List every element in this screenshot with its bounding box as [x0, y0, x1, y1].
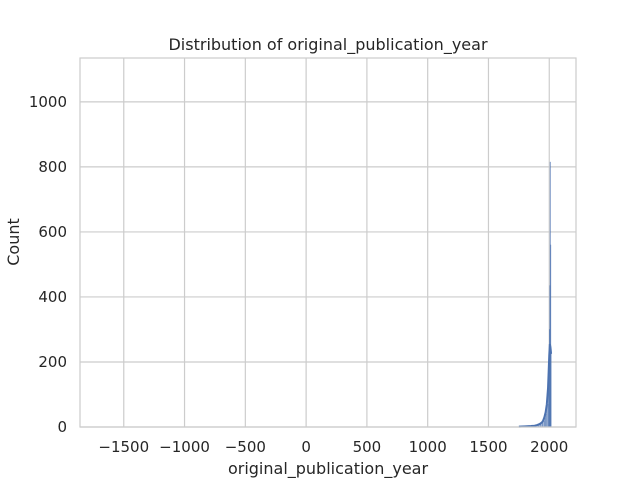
y-tick-label: 0: [57, 418, 67, 436]
chart-title: Distribution of original_publication_yea…: [168, 35, 487, 55]
x-tick-label: 2000: [530, 438, 568, 456]
y-tick-label: 400: [38, 288, 67, 306]
x-tick-label: −1500: [98, 438, 149, 456]
plot-area: [80, 58, 576, 427]
histogram-bar: [550, 348, 552, 428]
x-tick-labels: −1500 −1000 −500 0 500 1000 1500 2000: [98, 438, 568, 456]
y-tick-label: 600: [38, 223, 67, 241]
x-tick-label: 0: [301, 438, 311, 456]
x-tick-label: −500: [225, 438, 266, 456]
y-tick-labels: 0 200 400 600 800 1000: [29, 93, 67, 436]
y-axis-label: Count: [4, 218, 23, 266]
y-tick-label: 800: [38, 158, 67, 176]
x-tick-label: 500: [353, 438, 382, 456]
y-tick-label: 200: [38, 353, 67, 371]
x-tick-label: 1000: [409, 438, 447, 456]
y-tick-label: 1000: [29, 93, 67, 111]
kde-curve: [518, 343, 553, 428]
x-axis-label: original_publication_year: [228, 459, 429, 479]
plot-frame: [79, 57, 577, 428]
x-tick-label: −1000: [159, 438, 210, 456]
x-tick-label: 1500: [469, 438, 507, 456]
